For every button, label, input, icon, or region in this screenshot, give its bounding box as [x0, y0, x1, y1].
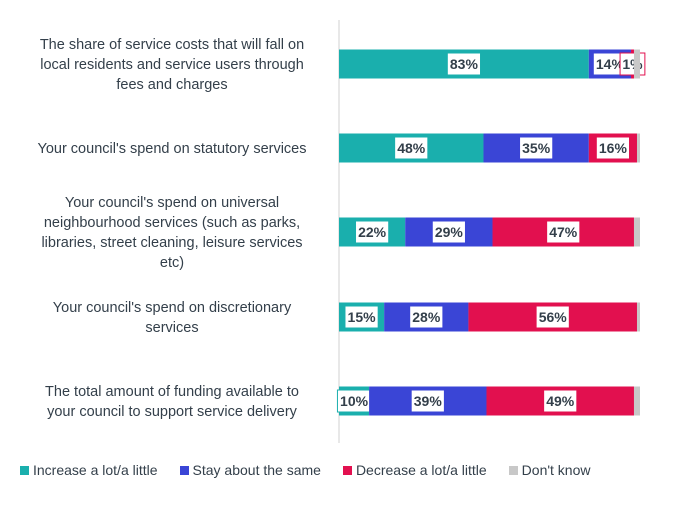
value-label-box [519, 136, 554, 160]
value-label: 10% [340, 393, 369, 409]
category-label-line: Your council's spend on statutory servic… [37, 141, 306, 157]
legend-swatch [179, 465, 189, 475]
bar-segment [633, 217, 640, 247]
category-label-line: neighbourhood services (such as parks, [44, 215, 300, 231]
value-label: 83% [450, 56, 479, 72]
legend-swatch [342, 465, 352, 475]
value-label: 16% [599, 140, 628, 156]
value-label-box [431, 220, 466, 244]
category-label-line: local residents and service users throug… [40, 57, 304, 73]
value-label-box [344, 305, 379, 329]
value-label-box [410, 389, 445, 413]
legend-item: Stay about the same [179, 462, 321, 478]
legend-label: Don't know [521, 462, 591, 478]
value-label: 28% [412, 309, 441, 325]
legend-item: Increase a lot/a little [20, 462, 158, 478]
bar-segment [633, 49, 640, 79]
value-label: 49% [546, 393, 575, 409]
legend-label: Increase a lot/a little [33, 462, 158, 478]
legend-swatch [20, 465, 29, 475]
value-label: 35% [522, 140, 551, 156]
category-label: Your council's spend on universal neighbo… [41, 195, 302, 271]
value-label: 22% [358, 224, 387, 240]
legend-item: Don't know [508, 462, 591, 478]
value-label: 1% [622, 56, 643, 72]
value-label-box [595, 136, 631, 160]
value-label: 56% [539, 309, 568, 325]
value-label: 14% [596, 56, 625, 72]
value-label-box [446, 52, 482, 76]
category-label-line: services [145, 320, 198, 336]
legend: Increase a lot/a little Stay about the sa… [20, 462, 591, 478]
legend-item: Decrease a lot/a little [342, 462, 487, 478]
category-label-line: etc) [160, 255, 184, 271]
legend-label: Decrease a lot/a little [355, 462, 487, 478]
value-label: 39% [414, 393, 443, 409]
value-label-box [535, 305, 570, 329]
bar-segment [633, 386, 640, 416]
category-label: The total amount of funding available to… [45, 384, 299, 420]
value-label: 48% [397, 140, 426, 156]
bar-segment [636, 302, 640, 332]
value-label: 29% [435, 224, 464, 240]
legend-label: Stay about the same [192, 462, 321, 478]
category-label-line: Your council's spend on discretionary [53, 300, 292, 316]
value-label-box [546, 220, 581, 244]
value-label-box [355, 220, 390, 244]
category-label: Your council's spend on discretionary ser… [53, 300, 292, 336]
value-label-box [543, 389, 578, 413]
category-label-line: your council to support service delivery [47, 404, 298, 420]
category-label: Your council's spend on statutory servic… [37, 141, 306, 157]
value-label: 15% [348, 309, 377, 325]
value-label: 47% [549, 224, 578, 240]
legend-swatch [508, 465, 518, 475]
category-label-line: The total amount of funding available to [45, 384, 299, 400]
category-label: The share of service costs that will fal… [40, 37, 304, 93]
category-label-line: libraries, street cleaning, leisure serv… [41, 235, 302, 251]
bar-segment [636, 133, 640, 163]
value-label-box [409, 305, 444, 329]
value-label-box [394, 136, 429, 160]
category-label-line: Your council's spend on universal [65, 195, 279, 211]
category-label-line: fees and charges [116, 77, 227, 93]
category-label-line: The share of service costs that will fal… [40, 37, 304, 53]
